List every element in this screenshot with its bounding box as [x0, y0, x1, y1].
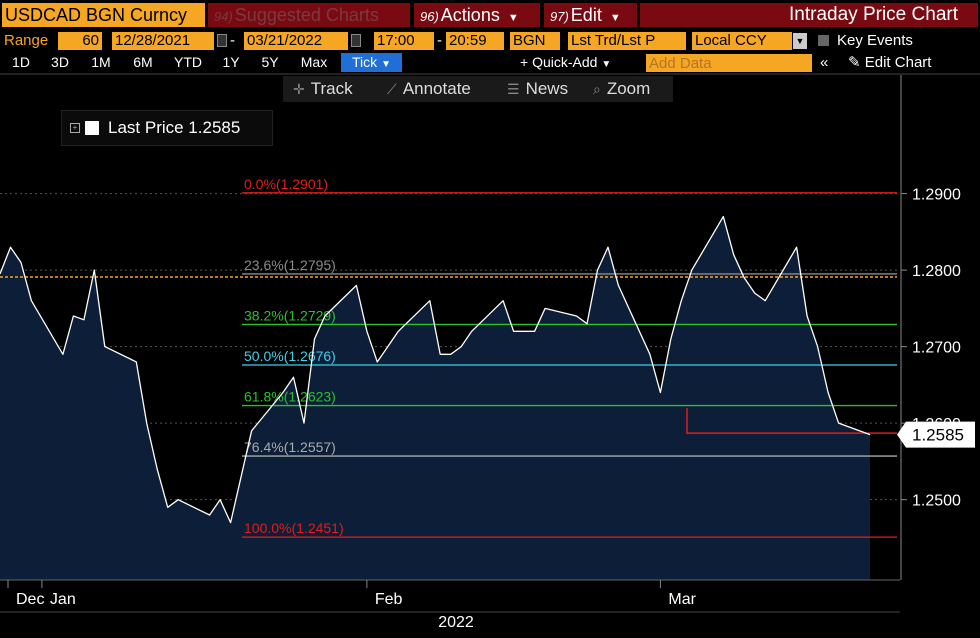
legend-swatch — [85, 121, 99, 135]
fib-levels: 0.0%(1.2901) 23.6%(1.2795) 38.2%(1.2729) 50… — [242, 176, 897, 538]
y-tick-label: 1.2700 — [912, 340, 961, 357]
legend-label: Last Price 1.2585 — [108, 118, 241, 137]
fib-label: 100.0%(1.2451) — [244, 520, 344, 536]
tab-edit[interactable]: 97) Edit ▼ — [544, 3, 637, 27]
support-line — [686, 408, 897, 434]
period-6m[interactable]: 6M — [133, 54, 153, 70]
chevron-down-icon: ▼ — [381, 59, 391, 70]
tab-number: 94) — [214, 9, 233, 24]
ticker-field[interactable]: USDCAD BGN Curncy — [2, 3, 205, 27]
period-max[interactable]: Max — [300, 54, 328, 70]
range-label: Range — [4, 32, 49, 49]
tab-actions[interactable]: 96) Actions ▼ — [414, 3, 540, 27]
interval-field[interactable]: 60 — [58, 32, 102, 50]
price-area — [0, 216, 870, 580]
end-time-field[interactable]: 20:59 — [446, 32, 504, 50]
start-time-field[interactable]: 17:00 — [374, 32, 434, 50]
period-tick[interactable]: Tick ▼ — [341, 53, 402, 72]
chevron-down-icon: ▼ — [609, 12, 621, 24]
x-axis: Dec Jan Feb Mar 2022 — [0, 579, 900, 631]
fib-label: 61.8%(1.2623) — [244, 389, 336, 405]
search-icon: ⌕ — [593, 81, 601, 97]
track-label: Track — [310, 79, 353, 98]
x-tick-label: Jan — [50, 591, 76, 608]
period-1d[interactable]: 1D — [12, 54, 30, 70]
start-date-field[interactable]: 12/28/2021 — [112, 32, 214, 50]
expand-icon[interactable]: + — [70, 123, 80, 133]
chevron-down-icon: ▼ — [507, 12, 519, 24]
fib-label: 0.0%(1.2901) — [244, 176, 328, 192]
collapse-icon[interactable]: « — [820, 54, 829, 71]
x-tick-label: Feb — [375, 591, 403, 608]
calendar-icon[interactable] — [351, 34, 361, 47]
field-select[interactable]: Lst Trd/Lst P — [568, 32, 686, 50]
source-field[interactable]: BGN — [510, 32, 560, 50]
x-tick-label: Dec — [16, 591, 44, 608]
page-title: Intraday Price Chart — [640, 3, 978, 27]
add-data-input[interactable] — [646, 54, 812, 72]
chart-toolbar: ✛ Track ⟋ Annotate ☰ News ⌕ Zoom — [283, 76, 673, 102]
fib-label: 76.4%(1.2557) — [244, 439, 336, 455]
period-3d[interactable]: 3D — [51, 54, 69, 70]
news-icon: ☰ — [507, 81, 520, 97]
fib-label: 50.0%(1.2676) — [244, 348, 336, 364]
y-tick-label: 1.2500 — [912, 493, 961, 510]
tab-label: Edit — [570, 5, 602, 25]
edit-chart-label: Edit Chart — [864, 54, 932, 71]
range-controls: Range 60 12/28/2021 - 03/21/2022 17:00 -… — [0, 30, 980, 52]
tab-number: 97) — [550, 9, 569, 24]
key-events-checkbox[interactable] — [818, 35, 829, 46]
tab-label: Suggested Charts — [234, 5, 379, 25]
period-1y[interactable]: 1Y — [222, 54, 240, 70]
quick-add-label: + Quick-Add — [520, 54, 598, 70]
end-date-field[interactable]: 03/21/2022 — [244, 32, 348, 50]
period-tick-label: Tick — [352, 54, 378, 70]
pencil-icon: ✎ — [848, 54, 861, 71]
period-5y[interactable]: 5Y — [261, 54, 279, 70]
fib-label: 38.2%(1.2729) — [244, 307, 336, 323]
news-label: News — [525, 79, 569, 98]
track-button[interactable]: ✛ Track — [293, 76, 353, 102]
price-line — [0, 215, 871, 524]
last-price-tag: 1.2585 — [897, 421, 975, 448]
quick-add-button[interactable]: + Quick-Add ▼ — [520, 53, 611, 72]
fib-label: 23.6%(1.2795) — [244, 257, 336, 273]
chevron-down-icon: ▼ — [601, 59, 612, 70]
last-price-label: 1.2585 — [912, 426, 964, 445]
x-axis-year-label: 2022 — [438, 614, 474, 631]
annotate-button[interactable]: ⟋ Annotate — [387, 76, 471, 102]
last-price-box — [897, 421, 975, 448]
legend[interactable]: + Last Price 1.2585 — [61, 110, 273, 146]
time-separator: - — [437, 32, 442, 49]
annotate-label: Annotate — [402, 79, 471, 98]
tab-number: 96) — [420, 9, 439, 24]
period-1m[interactable]: 1M — [91, 54, 111, 70]
y-tick-label: 1.2800 — [912, 263, 961, 280]
tab-label: Actions — [440, 5, 500, 25]
x-tick-label: Mar — [668, 591, 696, 608]
period-bar: 1D 3D 1M 6M YTD 1Y 5Y Max Tick ▼ + Quick… — [0, 52, 980, 73]
calendar-icon[interactable] — [217, 34, 227, 47]
pencil-icon: ⟋ — [387, 81, 397, 97]
date-separator: - — [230, 32, 235, 49]
y-tick-label: 1.2900 — [912, 187, 961, 204]
zoom-button[interactable]: ⌕ Zoom — [593, 76, 650, 102]
period-ytd[interactable]: YTD — [174, 54, 202, 70]
news-button[interactable]: ☰ News — [507, 76, 568, 102]
tab-suggested-charts[interactable]: 94) Suggested Charts — [208, 3, 410, 27]
key-events-label: Key Events — [837, 32, 913, 49]
currency-select[interactable]: Local CCY — [692, 32, 792, 50]
zoom-label: Zoom — [606, 79, 651, 98]
edit-chart-button[interactable]: ✎ Edit Chart — [848, 53, 931, 72]
divider — [0, 73, 980, 75]
title-bar: USDCAD BGN Curncy 94) Suggested Charts 96… — [0, 0, 980, 30]
crosshair-icon: ✛ — [293, 81, 305, 97]
chevron-down-icon[interactable]: ▼ — [793, 33, 807, 49]
